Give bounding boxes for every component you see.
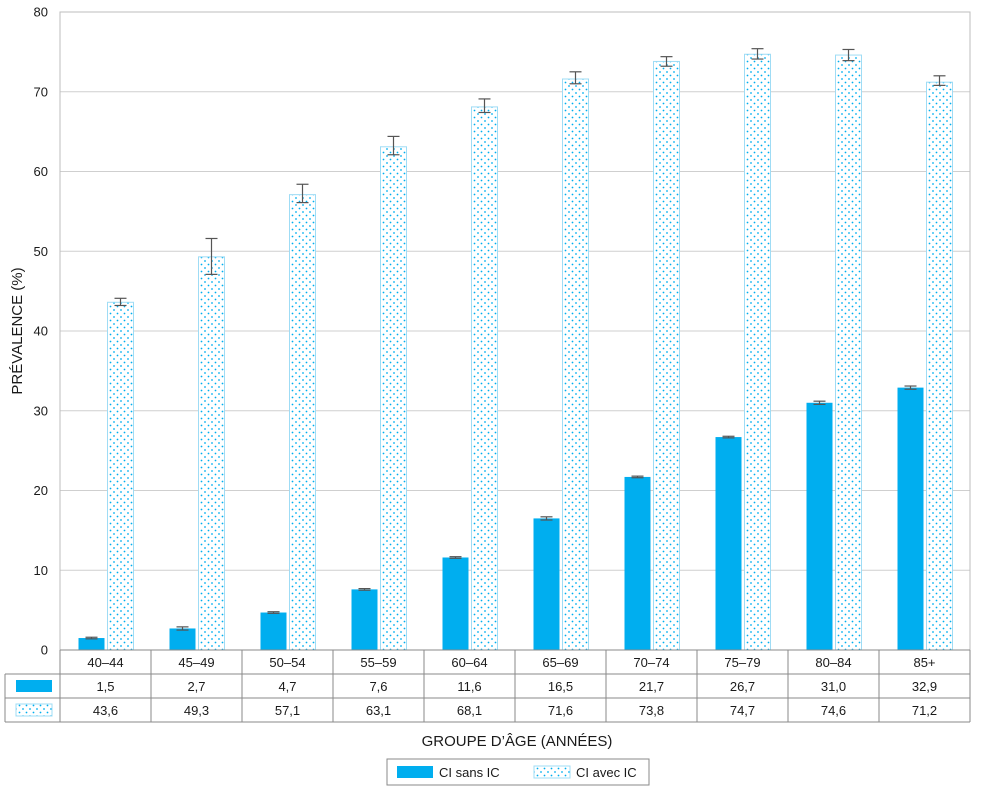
data-label: 73,8 bbox=[639, 703, 664, 718]
error-bar bbox=[660, 56, 673, 67]
bar-ci-avec-ic bbox=[289, 194, 316, 651]
gridlines bbox=[59, 11, 971, 651]
error-bar bbox=[449, 556, 462, 559]
data-label: 7,6 bbox=[369, 679, 387, 694]
x-tick-label: 85+ bbox=[913, 655, 935, 670]
bar-ci-sans-ic bbox=[806, 402, 833, 650]
bar-ci-sans-ic bbox=[897, 387, 924, 650]
error-bar bbox=[478, 98, 491, 114]
error-bar bbox=[569, 71, 582, 85]
error-bar bbox=[267, 611, 280, 614]
data-label: 43,6 bbox=[93, 703, 118, 718]
bar-ci-avec-ic bbox=[926, 81, 953, 651]
bar-ci-sans-ic bbox=[169, 628, 196, 650]
x-tick-label: 75–79 bbox=[724, 655, 760, 670]
y-tick-label: 10 bbox=[34, 563, 48, 578]
data-label: 4,7 bbox=[278, 679, 296, 694]
y-tick-label: 40 bbox=[34, 324, 48, 339]
x-tick-label: 50–54 bbox=[269, 655, 305, 670]
x-tick-label: 70–74 bbox=[633, 655, 669, 670]
y-tick-label: 80 bbox=[34, 5, 48, 20]
error-bar bbox=[358, 587, 371, 591]
bar-ci-avec-ic bbox=[380, 146, 407, 651]
bar-ci-avec-ic bbox=[744, 53, 771, 651]
error-bar bbox=[296, 183, 309, 204]
error-bar bbox=[387, 135, 400, 156]
bar-ci-sans-ic bbox=[624, 476, 651, 650]
x-tick-label: 65–69 bbox=[542, 655, 578, 670]
error-bar bbox=[540, 516, 553, 521]
error-bar bbox=[813, 400, 826, 405]
legend-swatch-ci-avec-ic bbox=[533, 765, 571, 779]
data-label: 2,7 bbox=[187, 679, 205, 694]
data-label: 71,2 bbox=[912, 703, 937, 718]
data-label: 32,9 bbox=[912, 679, 937, 694]
bar-ci-avec-ic bbox=[835, 54, 862, 651]
bars bbox=[78, 48, 953, 651]
y-tick-label: 0 bbox=[41, 643, 48, 658]
error-bar bbox=[933, 75, 946, 86]
data-table: 40–44 1,5 43,6 45–49 2,7 49,3 50–54 4,7 57,1 55–5… bbox=[4, 649, 971, 723]
y-axis-label: PRÉVALENCE (%) bbox=[9, 267, 26, 394]
bar-ci-avec-ic bbox=[653, 60, 680, 651]
data-label: 1,5 bbox=[96, 679, 114, 694]
x-tick-label: 45–49 bbox=[178, 655, 214, 670]
y-tick-label: 60 bbox=[34, 164, 48, 179]
data-label: 74,7 bbox=[730, 703, 755, 718]
error-bar bbox=[722, 435, 735, 439]
error-bar bbox=[205, 237, 218, 275]
error-bar bbox=[114, 297, 127, 307]
data-label: 71,6 bbox=[548, 703, 573, 718]
data-label: 21,7 bbox=[639, 679, 664, 694]
y-tick-label: 70 bbox=[34, 84, 48, 99]
bar-ci-sans-ic bbox=[533, 518, 560, 650]
table-key-ci-avec-ic bbox=[15, 703, 53, 717]
data-label: 11,6 bbox=[457, 679, 481, 694]
y-tick-label: 50 bbox=[34, 244, 48, 259]
bar-ci-avec-ic bbox=[198, 256, 225, 651]
table-key-ci-sans-ic bbox=[16, 680, 52, 692]
bar-ci-sans-ic bbox=[715, 437, 742, 650]
x-tick-label: 55–59 bbox=[360, 655, 396, 670]
legend: CI sans IC CI avec IC bbox=[386, 758, 650, 786]
y-tick-label: 20 bbox=[34, 483, 48, 498]
data-label: 57,1 bbox=[275, 703, 300, 718]
error-bar bbox=[904, 385, 917, 390]
data-label: 31,0 bbox=[821, 679, 846, 694]
y-tick-label: 30 bbox=[34, 403, 48, 418]
data-label: 16,5 bbox=[548, 679, 573, 694]
bar-ci-avec-ic bbox=[562, 78, 589, 651]
error-bar bbox=[85, 636, 98, 640]
error-bar bbox=[842, 48, 855, 62]
x-tick-label: 60–64 bbox=[451, 655, 487, 670]
legend-label-ci-avec-ic: CI avec IC bbox=[576, 765, 637, 780]
data-label: 63,1 bbox=[366, 703, 391, 718]
error-bar bbox=[176, 626, 189, 631]
error-bar bbox=[751, 48, 764, 60]
legend-swatch-ci-sans-ic bbox=[397, 766, 433, 778]
legend-label-ci-sans-ic: CI sans IC bbox=[439, 765, 500, 780]
x-axis-label: GROUPE D’ÂGE (ANNÉES) bbox=[422, 733, 613, 750]
bar-ci-avec-ic bbox=[107, 301, 134, 651]
data-label: 68,1 bbox=[457, 703, 482, 718]
y-axis-ticks: 0 10 20 30 40 50 60 70 80 bbox=[34, 5, 48, 658]
data-label: 26,7 bbox=[730, 679, 755, 694]
bar-ci-sans-ic bbox=[351, 589, 378, 650]
bar-ci-sans-ic bbox=[442, 557, 469, 650]
bar-ci-sans-ic bbox=[260, 612, 287, 650]
data-label: 49,3 bbox=[184, 703, 209, 718]
x-tick-label: 80–84 bbox=[815, 655, 851, 670]
x-tick-label: 40–44 bbox=[87, 655, 123, 670]
data-label: 74,6 bbox=[821, 703, 846, 718]
bar-ci-sans-ic bbox=[78, 638, 105, 650]
bar-ci-avec-ic bbox=[471, 106, 498, 651]
error-bar bbox=[631, 475, 644, 479]
